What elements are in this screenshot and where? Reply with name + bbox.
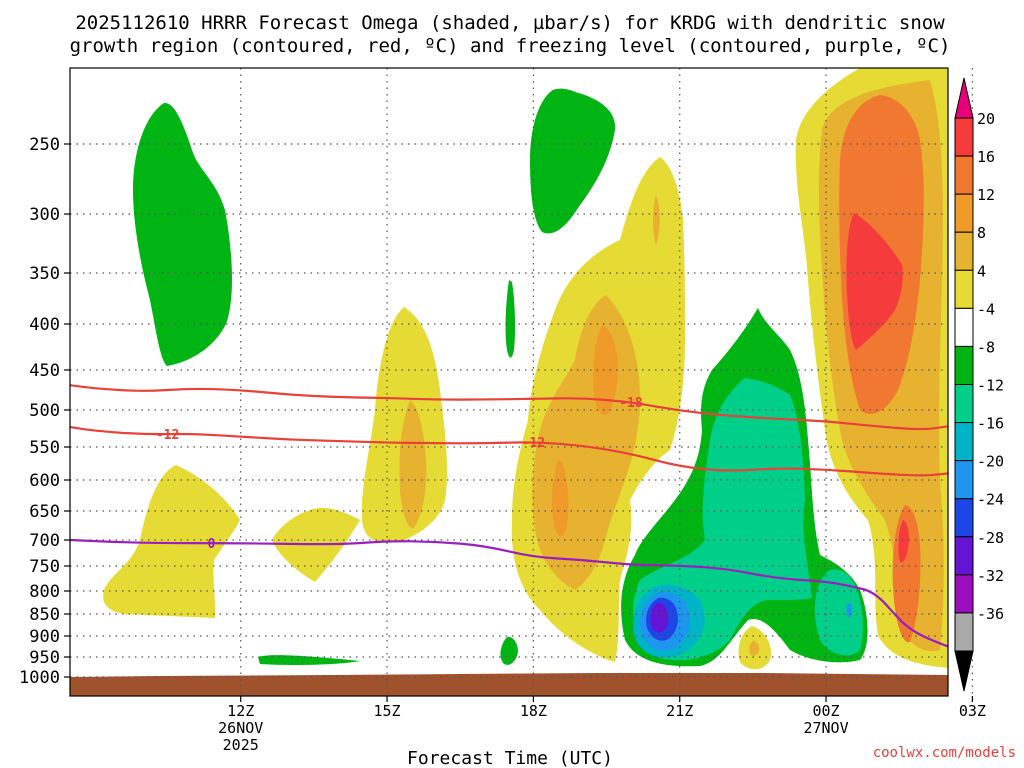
- isotherm-line--18: [69, 384, 949, 431]
- colorbar-swatch: [954, 345, 974, 385]
- colorbar-swatch: [954, 193, 974, 233]
- isotherm-contours: [69, 384, 949, 648]
- watermark: coolwx.com/models: [873, 745, 1016, 761]
- x-tick-label: 26NOV: [218, 719, 263, 737]
- y-tick-label: 450: [29, 361, 60, 381]
- omega-region-subsidence-4-orange-low: [551, 460, 569, 537]
- colorbar-label: -8: [977, 338, 995, 356]
- y-tick-label: 900: [29, 627, 60, 647]
- isotherm-labels: -18 -12 -12 0: [156, 396, 643, 552]
- colorbar-swatch: [954, 384, 974, 424]
- omega-region-subsidence-1: [103, 465, 240, 618]
- isotherm-label: -18: [619, 396, 643, 411]
- omega-region-ascent-6-purple: [650, 602, 669, 633]
- colorbar-swatch: [954, 536, 974, 576]
- x-tick-label: 15Z: [374, 702, 401, 720]
- omega-region-subsidence-5-red: [846, 213, 903, 350]
- y-tick-label: 250: [29, 135, 60, 155]
- colorbar-top-arrow: [954, 77, 974, 119]
- omega-region-subsidence-4-top: [653, 195, 660, 245]
- colorbar-label: -20: [977, 453, 1004, 471]
- colorbar: 20 16 12 8 4 -4 -8 -12 -16 -20 -24 -28 -32 -36: [954, 77, 1004, 692]
- omega-shading: [70, 68, 948, 696]
- y-tick-label: 750: [29, 557, 60, 577]
- omega-region-ascent-5: [258, 655, 360, 665]
- x-tick-label: 03Z: [959, 702, 986, 720]
- y-tick-label: 1000: [19, 668, 60, 688]
- omega-region-ascent-2: [530, 88, 616, 234]
- title-line-1: 2025112610 HRRR Forecast Omega (shaded, …: [75, 12, 945, 34]
- x-tick-label: 12Z: [227, 702, 254, 720]
- y-tick-label: 650: [29, 502, 60, 522]
- isotherm-label: -12: [522, 436, 545, 451]
- omega-region-ascent-1: [132, 102, 233, 367]
- colorbar-swatch: [954, 574, 974, 614]
- x-tick-label: 27NOV: [803, 719, 848, 737]
- colorbar-swatch: [954, 231, 974, 271]
- colorbar-swatch: [954, 307, 974, 347]
- colorbar-label: -24: [977, 491, 1004, 509]
- plot-frame: [69, 67, 949, 697]
- colorbar-label: -16: [977, 415, 1004, 433]
- colorbar-bottom-arrow: [954, 650, 974, 692]
- y-tick-label: 550: [29, 438, 60, 458]
- colorbar-label: 4: [977, 262, 986, 280]
- colorbar-label: 20: [977, 110, 995, 128]
- isotherm-label: -12: [156, 428, 179, 443]
- colorbar-swatch: [954, 155, 974, 195]
- y-tick-label: 350: [29, 264, 60, 284]
- isotherm-line-0: [69, 538, 949, 648]
- colorbar-swatch: [954, 422, 974, 462]
- x-tick-label: 18Z: [520, 702, 547, 720]
- omega-region-subsidence-4-orange: [593, 325, 618, 416]
- colorbar-label: -36: [977, 605, 1004, 623]
- colorbar-label: -12: [977, 377, 1004, 395]
- x-axis-label: Forecast Time (UTC): [407, 748, 613, 768]
- x-tick-label: 2025: [223, 736, 259, 754]
- omega-region-subsidence-6-gold: [749, 640, 760, 656]
- colorbar-label: -28: [977, 529, 1004, 547]
- y-tick-label: 400: [29, 315, 60, 335]
- x-tick-label: 00Z: [813, 702, 840, 720]
- colorbar-swatch: [954, 498, 974, 538]
- colorbar-swatch: [954, 612, 974, 652]
- omega-region-subsidence-5-lower-red: [898, 520, 909, 563]
- colorbar-swatch: [954, 117, 974, 157]
- chart-title: 2025112610 HRRR Forecast Omega (shaded, …: [70, 12, 951, 57]
- y-axis: 2503003504004505005506006507007508008509…: [19, 135, 70, 688]
- omega-region-ascent-3: [505, 280, 516, 358]
- colorbar-label: -32: [977, 567, 1004, 585]
- colorbar-label: 16: [977, 148, 995, 166]
- isotherm-line--12: [69, 425, 949, 477]
- y-tick-label: 950: [29, 648, 60, 668]
- colorbar-label: 12: [977, 186, 995, 204]
- x-tick-label: 21Z: [666, 702, 693, 720]
- y-tick-label: 500: [29, 401, 60, 421]
- colorbar-swatch: [954, 460, 974, 500]
- y-tick-label: 850: [29, 605, 60, 625]
- omega-region-subsidence-3-core: [399, 400, 427, 529]
- y-tick-label: 600: [29, 471, 60, 491]
- omega-region-ascent-4: [500, 636, 518, 665]
- y-tick-label: 800: [29, 582, 60, 602]
- y-tick-label: 300: [29, 205, 60, 225]
- title-line-2: growth region (contoured, red, ºC) and f…: [70, 35, 951, 57]
- isotherm-label: 0: [208, 537, 216, 552]
- colorbar-label: 8: [977, 224, 986, 242]
- y-tick-label: 700: [29, 531, 60, 551]
- terrain-ground: [70, 673, 948, 696]
- colorbar-swatch: [954, 269, 974, 309]
- colorbar-label: -4: [977, 300, 995, 318]
